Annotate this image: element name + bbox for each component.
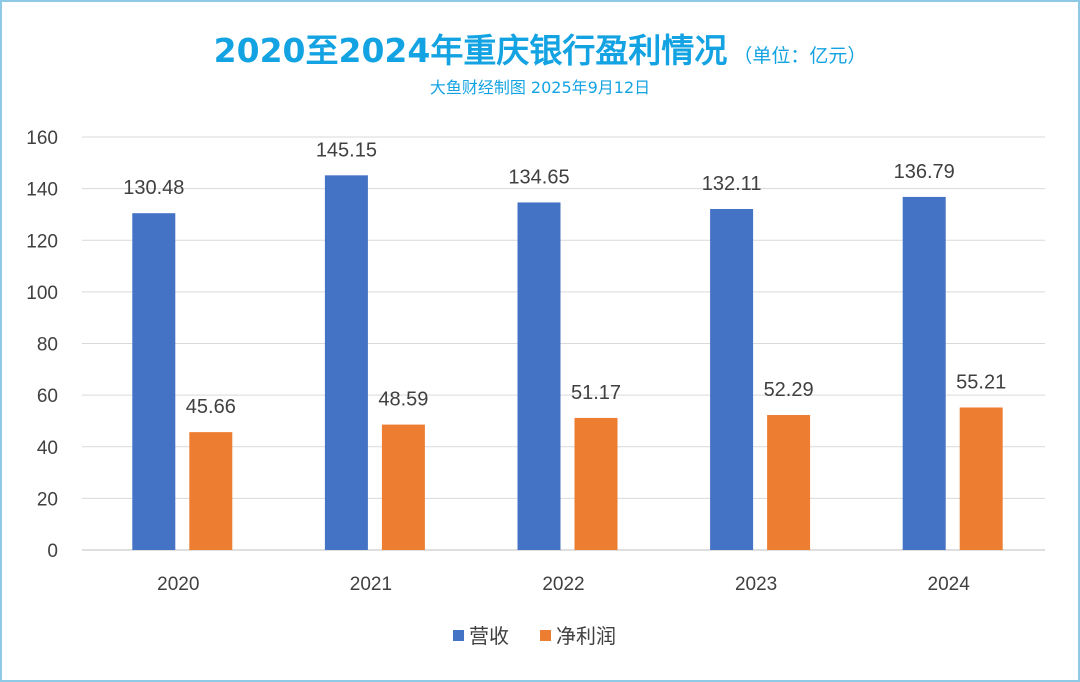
data-label: 51.17	[571, 382, 621, 404]
bar-净利润-2024[interactable]	[959, 407, 1003, 550]
bar-营收-2024[interactable]	[902, 196, 946, 550]
bar-营收-2021[interactable]	[324, 175, 368, 551]
y-tick-label: 80	[37, 335, 58, 356]
x-tick-label: 2023	[735, 574, 777, 595]
legend[interactable]: 营收 净利润	[453, 624, 616, 648]
x-tick-label: 2022	[542, 574, 584, 595]
legend-label-净利润[interactable]: 净利润	[556, 624, 616, 648]
data-label: 130.48	[123, 177, 184, 199]
bar-净利润-2022[interactable]	[574, 417, 618, 550]
legend-label-营收[interactable]: 营收	[469, 624, 509, 648]
data-label: 132.11	[702, 173, 762, 195]
bar-净利润-2020[interactable]	[189, 432, 233, 550]
chart-title-main: 2020至2024年重庆银行盈利情况	[214, 31, 728, 70]
x-tick-label: 2021	[350, 574, 392, 595]
data-label: 45.66	[186, 396, 236, 418]
bar-净利润-2023[interactable]	[767, 415, 811, 550]
data-label: 145.15	[316, 139, 377, 161]
x-tick-label: 2024	[928, 574, 971, 595]
bar-营收-2022[interactable]	[517, 202, 561, 550]
data-label: 48.59	[378, 389, 428, 411]
chart-subtitle: 大鱼财经制图 2025年9月12日	[430, 78, 650, 97]
y-tick-label: 40	[37, 438, 58, 459]
y-tick-label: 140	[26, 180, 58, 201]
y-tick-label: 100	[26, 283, 58, 304]
y-axis-ticks: 0 20 40 60 80 100 120 140 160	[26, 128, 58, 562]
data-label: 52.29	[764, 379, 814, 401]
y-tick-label: 60	[37, 386, 58, 407]
legend-swatch-净利润[interactable]	[540, 630, 551, 641]
y-tick-label: 0	[47, 541, 58, 562]
bar-营收-2023[interactable]	[710, 208, 754, 550]
y-tick-label: 160	[26, 128, 58, 149]
data-label: 136.79	[894, 161, 955, 183]
legend-swatch-营收[interactable]	[453, 630, 464, 641]
data-label: 55.21	[956, 371, 1006, 393]
bar-净利润-2021[interactable]	[381, 424, 425, 550]
data-label: 134.65	[508, 166, 569, 188]
bars	[132, 175, 1003, 551]
bar-营收-2020[interactable]	[132, 213, 176, 551]
gridlines	[82, 136, 1045, 551]
data-labels: 130.48 45.66 145.15 48.59 134.65 51.17 132.11 5…	[123, 139, 1006, 418]
y-tick-label: 120	[26, 231, 58, 252]
x-tick-label: 2020	[157, 574, 199, 595]
chart-title: 2020至2024年重庆银行盈利情况 （单位：亿元）	[214, 31, 867, 70]
chart-title-unit: （单位：亿元）	[733, 45, 866, 67]
x-axis-ticks: 2020 2021 2022 2023 2024	[157, 574, 970, 595]
y-tick-label: 20	[37, 489, 58, 510]
